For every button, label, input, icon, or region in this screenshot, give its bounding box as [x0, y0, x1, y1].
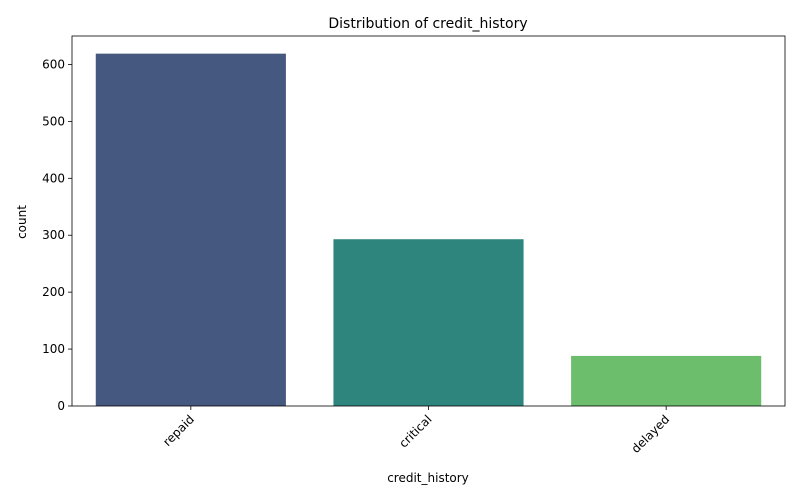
y-tick-label: 300 — [42, 228, 65, 242]
x-axis-label: credit_history — [387, 471, 469, 485]
x-axis: repaid critical delayed — [160, 406, 672, 456]
y-tick-label: 0 — [57, 399, 65, 413]
bar-delayed — [571, 355, 762, 406]
y-axis-label: count — [15, 205, 29, 239]
y-tick-label: 100 — [42, 342, 65, 356]
x-tick-label: critical — [396, 412, 434, 450]
y-tick-label: 500 — [42, 114, 65, 128]
plot-frame — [71, 35, 786, 407]
chart-title: Distribution of credit_history — [328, 16, 527, 32]
bars-group — [95, 53, 762, 407]
y-tick-label: 600 — [42, 57, 65, 71]
x-tick-label: delayed — [629, 412, 673, 456]
bar-critical — [333, 239, 524, 406]
x-tick-label: repaid — [160, 412, 197, 449]
y-axis: 0 100 200 300 400 500 600 — [42, 57, 72, 413]
y-tick-label: 400 — [42, 171, 65, 185]
bar-repaid — [95, 53, 286, 407]
y-tick-label: 200 — [42, 285, 65, 299]
